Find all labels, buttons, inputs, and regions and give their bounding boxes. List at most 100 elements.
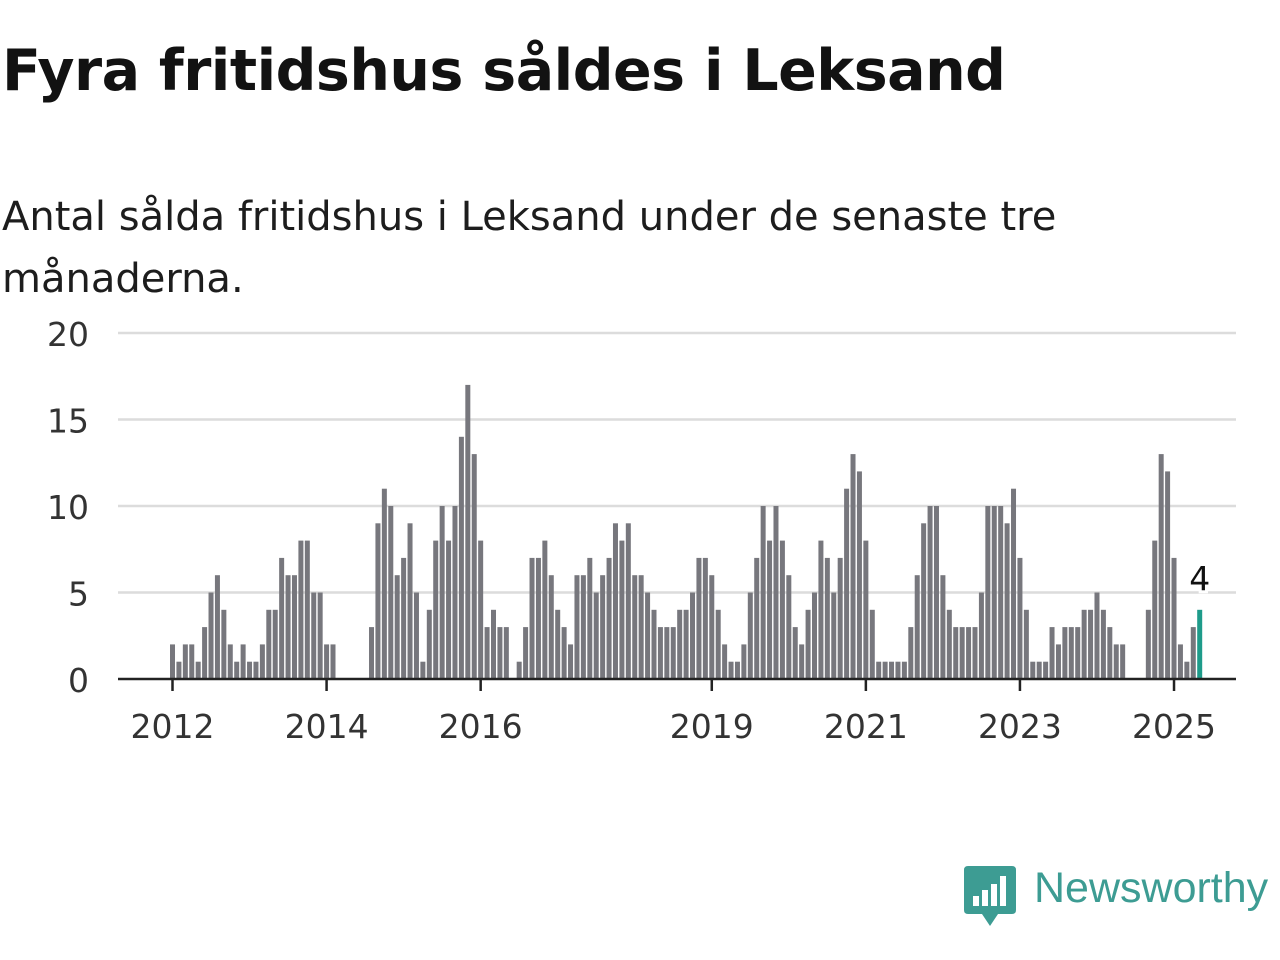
- bar: [812, 592, 817, 679]
- bar: [978, 592, 984, 679]
- bar: [195, 661, 201, 679]
- bar: [927, 506, 933, 679]
- bar: [1190, 627, 1196, 679]
- y-axis-ticks: 0 5 10 15 20: [47, 315, 89, 700]
- bar: [568, 644, 574, 679]
- bar: [612, 523, 618, 679]
- bar: [619, 540, 625, 679]
- bar: [317, 592, 323, 679]
- bar: [1107, 627, 1113, 679]
- bar: [272, 609, 278, 679]
- bar: [773, 506, 779, 679]
- bar: [324, 644, 330, 679]
- bar: [176, 661, 182, 679]
- bar: [452, 506, 458, 679]
- bar: [1120, 644, 1126, 679]
- bar: [1075, 627, 1081, 679]
- bar: [535, 557, 541, 679]
- bar: [747, 592, 753, 679]
- bar: [914, 575, 920, 679]
- bar: [465, 384, 471, 679]
- bar: [985, 506, 991, 679]
- bar: [1023, 609, 1029, 679]
- bar: [1049, 627, 1055, 679]
- newsworthy-logo-icon: [964, 866, 1016, 926]
- bar: [953, 627, 959, 679]
- bar: [734, 661, 740, 679]
- bar: [1068, 627, 1074, 679]
- bar: [458, 436, 464, 679]
- bar: [593, 592, 599, 679]
- bar: [966, 627, 972, 679]
- bar: [1177, 644, 1183, 679]
- bar: [247, 661, 253, 679]
- bar: [882, 661, 888, 679]
- bar: [818, 540, 824, 679]
- bar: [889, 661, 895, 679]
- bar: [869, 609, 875, 679]
- bar: [1017, 557, 1023, 679]
- bar: [311, 592, 317, 679]
- bar: [1043, 661, 1049, 679]
- bar: [330, 644, 336, 679]
- bar: [426, 609, 432, 679]
- bar: [921, 523, 927, 679]
- x-tick-label: 2021: [824, 707, 908, 746]
- bar: [959, 627, 965, 679]
- bar: [548, 575, 554, 679]
- bar: [497, 627, 503, 679]
- bar: [555, 609, 561, 679]
- bar: [779, 540, 785, 679]
- bar: [856, 471, 862, 679]
- x-tick-label: 2014: [285, 707, 369, 746]
- bar: [1094, 592, 1100, 679]
- bar: [760, 506, 766, 679]
- bar: [1011, 488, 1017, 679]
- bar: [1004, 523, 1010, 679]
- bar: [503, 627, 509, 679]
- bar: [1152, 540, 1158, 679]
- bar: [799, 644, 805, 679]
- bar: [304, 540, 310, 679]
- bar: [214, 575, 220, 679]
- bar: [561, 627, 567, 679]
- bar: [908, 627, 914, 679]
- bar: [722, 644, 728, 679]
- bar: [1100, 609, 1106, 679]
- bar: [972, 627, 978, 679]
- bar: [792, 627, 798, 679]
- bar: [1184, 661, 1190, 679]
- bar: [645, 592, 651, 679]
- bar: [542, 540, 548, 679]
- bar: [638, 575, 644, 679]
- bar: [1055, 644, 1061, 679]
- data-labels: 4: [1186, 556, 1213, 601]
- bar: [805, 609, 811, 679]
- bar: [253, 661, 259, 679]
- bar: [285, 575, 291, 679]
- bar: [227, 644, 233, 679]
- bar-chart: 0 5 10 15 20 2012 2014 2016 2019 2021 2023 2025 4: [47, 315, 1236, 746]
- bar: [516, 661, 522, 679]
- bar: [664, 627, 670, 679]
- bar: [1081, 609, 1087, 679]
- y-tick-label: 20: [47, 315, 89, 354]
- bar: [240, 644, 246, 679]
- bar: [991, 506, 997, 679]
- bar: [259, 644, 265, 679]
- bar: [1158, 454, 1164, 679]
- bar: [690, 592, 696, 679]
- bar: [407, 523, 413, 679]
- bar: [439, 506, 445, 679]
- bar: [446, 540, 452, 679]
- bar: [234, 661, 240, 679]
- bar: [831, 592, 837, 679]
- bar: [824, 557, 830, 679]
- chart-title: Fyra fritidshus såldes i Leksand: [2, 38, 1006, 104]
- bar: [471, 454, 477, 679]
- bar: [529, 557, 535, 679]
- bar: [221, 609, 227, 679]
- bar: [182, 644, 188, 679]
- bar: [381, 488, 387, 679]
- bars: [170, 384, 1203, 679]
